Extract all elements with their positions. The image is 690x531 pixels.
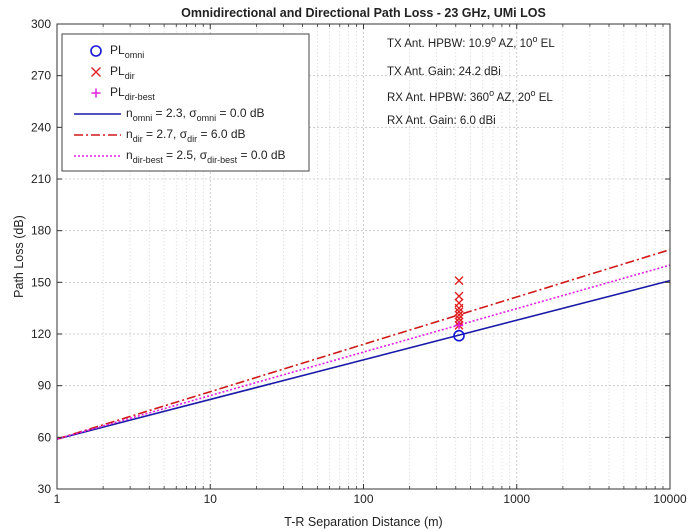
legend-pl-omni-label: PLomni xyxy=(110,43,144,60)
tick-layer: 1 10 100 1000 10000 30 60 90 120 150 180 210 240 270 3… xyxy=(31,17,687,506)
legend-pl-dir-marker xyxy=(91,67,101,77)
text-run: RX Ant. HPBW: 360 xyxy=(387,92,489,104)
text-run: σ xyxy=(200,148,208,162)
y-tick-label: 300 xyxy=(31,17,51,31)
text-run: TX Ant. Gain: 24.2 dBi xyxy=(387,66,501,78)
text-run: AZ, 20 xyxy=(494,92,530,104)
x-tick-label: 10 xyxy=(204,492,218,506)
x-tick-label: 100 xyxy=(353,492,373,506)
data-point-circle xyxy=(453,329,465,342)
text-run: PL xyxy=(110,43,125,57)
y-tick-label: 120 xyxy=(31,327,51,341)
text-run: = 2.3, xyxy=(152,106,189,120)
data-point-x xyxy=(454,276,464,286)
data-point-plus xyxy=(455,321,464,330)
legend-pl-dir-best-label: PLdir-best xyxy=(110,85,155,102)
series-line-0 xyxy=(56,279,671,440)
text-run: dir-best xyxy=(207,155,238,165)
text-run: PL xyxy=(110,85,125,99)
text-run: n xyxy=(126,106,133,120)
annotation-rx-hpbw: RX Ant. HPBW: 360o AZ, 20o EL xyxy=(387,88,553,104)
text-run: AZ, 10 xyxy=(496,38,532,50)
y-tick-label: 180 xyxy=(31,224,51,238)
y-tick-label: 270 xyxy=(31,69,51,83)
text-run: n xyxy=(126,127,133,141)
data-point-x xyxy=(454,291,464,301)
data-point-x xyxy=(454,303,464,313)
legend-pl-omni-marker xyxy=(90,45,102,57)
legend-box xyxy=(61,33,310,172)
legend-fit-dir-label: ndir = 2.7, σdir = 6.0 dB xyxy=(126,127,246,144)
text-run: dir xyxy=(125,71,135,81)
text-run: dir-best xyxy=(125,92,156,102)
y-tick-label: 240 xyxy=(31,120,51,134)
series-line-1 xyxy=(56,248,671,440)
data-point-x xyxy=(454,310,464,320)
x-axis-label: T-R Separation Distance (m) xyxy=(284,515,442,529)
data-point-x xyxy=(454,314,464,323)
x-tick-label: 1000 xyxy=(503,492,530,506)
y-tick-label: 60 xyxy=(38,430,52,444)
y-tick-label: 90 xyxy=(38,379,52,393)
text-run: EL xyxy=(537,38,555,50)
text-run: EL xyxy=(536,92,554,104)
text-run: n xyxy=(126,148,133,162)
text-run: omni xyxy=(197,113,217,123)
legend-pl-dir-best-marker xyxy=(91,88,101,98)
text-run: dir xyxy=(187,134,197,144)
y-tick-label: 150 xyxy=(31,275,51,289)
text-run: = 2.7, xyxy=(143,127,180,141)
legend-pl-dir-label: PLdir xyxy=(110,64,135,81)
legend-fit-omni-label: nomni = 2.3, σomni = 0.0 dB xyxy=(126,106,265,123)
text-run: σ xyxy=(189,106,197,120)
text-run: o xyxy=(532,34,537,44)
series-layer xyxy=(56,248,671,440)
text-run: σ xyxy=(180,127,188,141)
text-run: PL xyxy=(110,64,125,78)
y-tick-label: 30 xyxy=(38,482,52,496)
annotation-tx-gain: TX Ant. Gain: 24.2 dBi xyxy=(387,66,501,78)
text-run: omni xyxy=(133,113,153,123)
text-run: = 0.0 dB xyxy=(216,106,264,120)
text-run: omni xyxy=(125,50,145,60)
text-run: = 2.5, xyxy=(163,148,200,162)
y-axis-label: Path Loss (dB) xyxy=(12,215,26,298)
x-tick-label: 10000 xyxy=(653,492,687,506)
annotation-rx-gain: RX Ant. Gain: 6.0 dBi xyxy=(387,115,496,127)
text-run: dir xyxy=(133,134,143,144)
chart-title: Omnidirectional and Directional Path Los… xyxy=(181,6,546,20)
text-run: o xyxy=(491,34,496,44)
text-run: = 6.0 dB xyxy=(197,127,245,141)
text-run: TX Ant. HPBW: 10.9 xyxy=(387,38,491,50)
text-run: o xyxy=(489,88,494,98)
annotation-tx-hpbw: TX Ant. HPBW: 10.9o AZ, 10o EL xyxy=(387,34,555,50)
text-run: dir-best xyxy=(133,155,164,165)
legend-fit-dir-best-label: ndir-best = 2.5, σdir-best = 0.0 dB xyxy=(126,148,286,165)
data-point-x xyxy=(454,307,464,317)
y-tick-label: 210 xyxy=(31,172,51,186)
x-tick-label: 1 xyxy=(54,492,61,506)
text-run: o xyxy=(531,88,536,98)
text-run: = 0.0 dB xyxy=(237,148,285,162)
text-run: RX Ant. Gain: 6.0 dBi xyxy=(387,115,496,127)
